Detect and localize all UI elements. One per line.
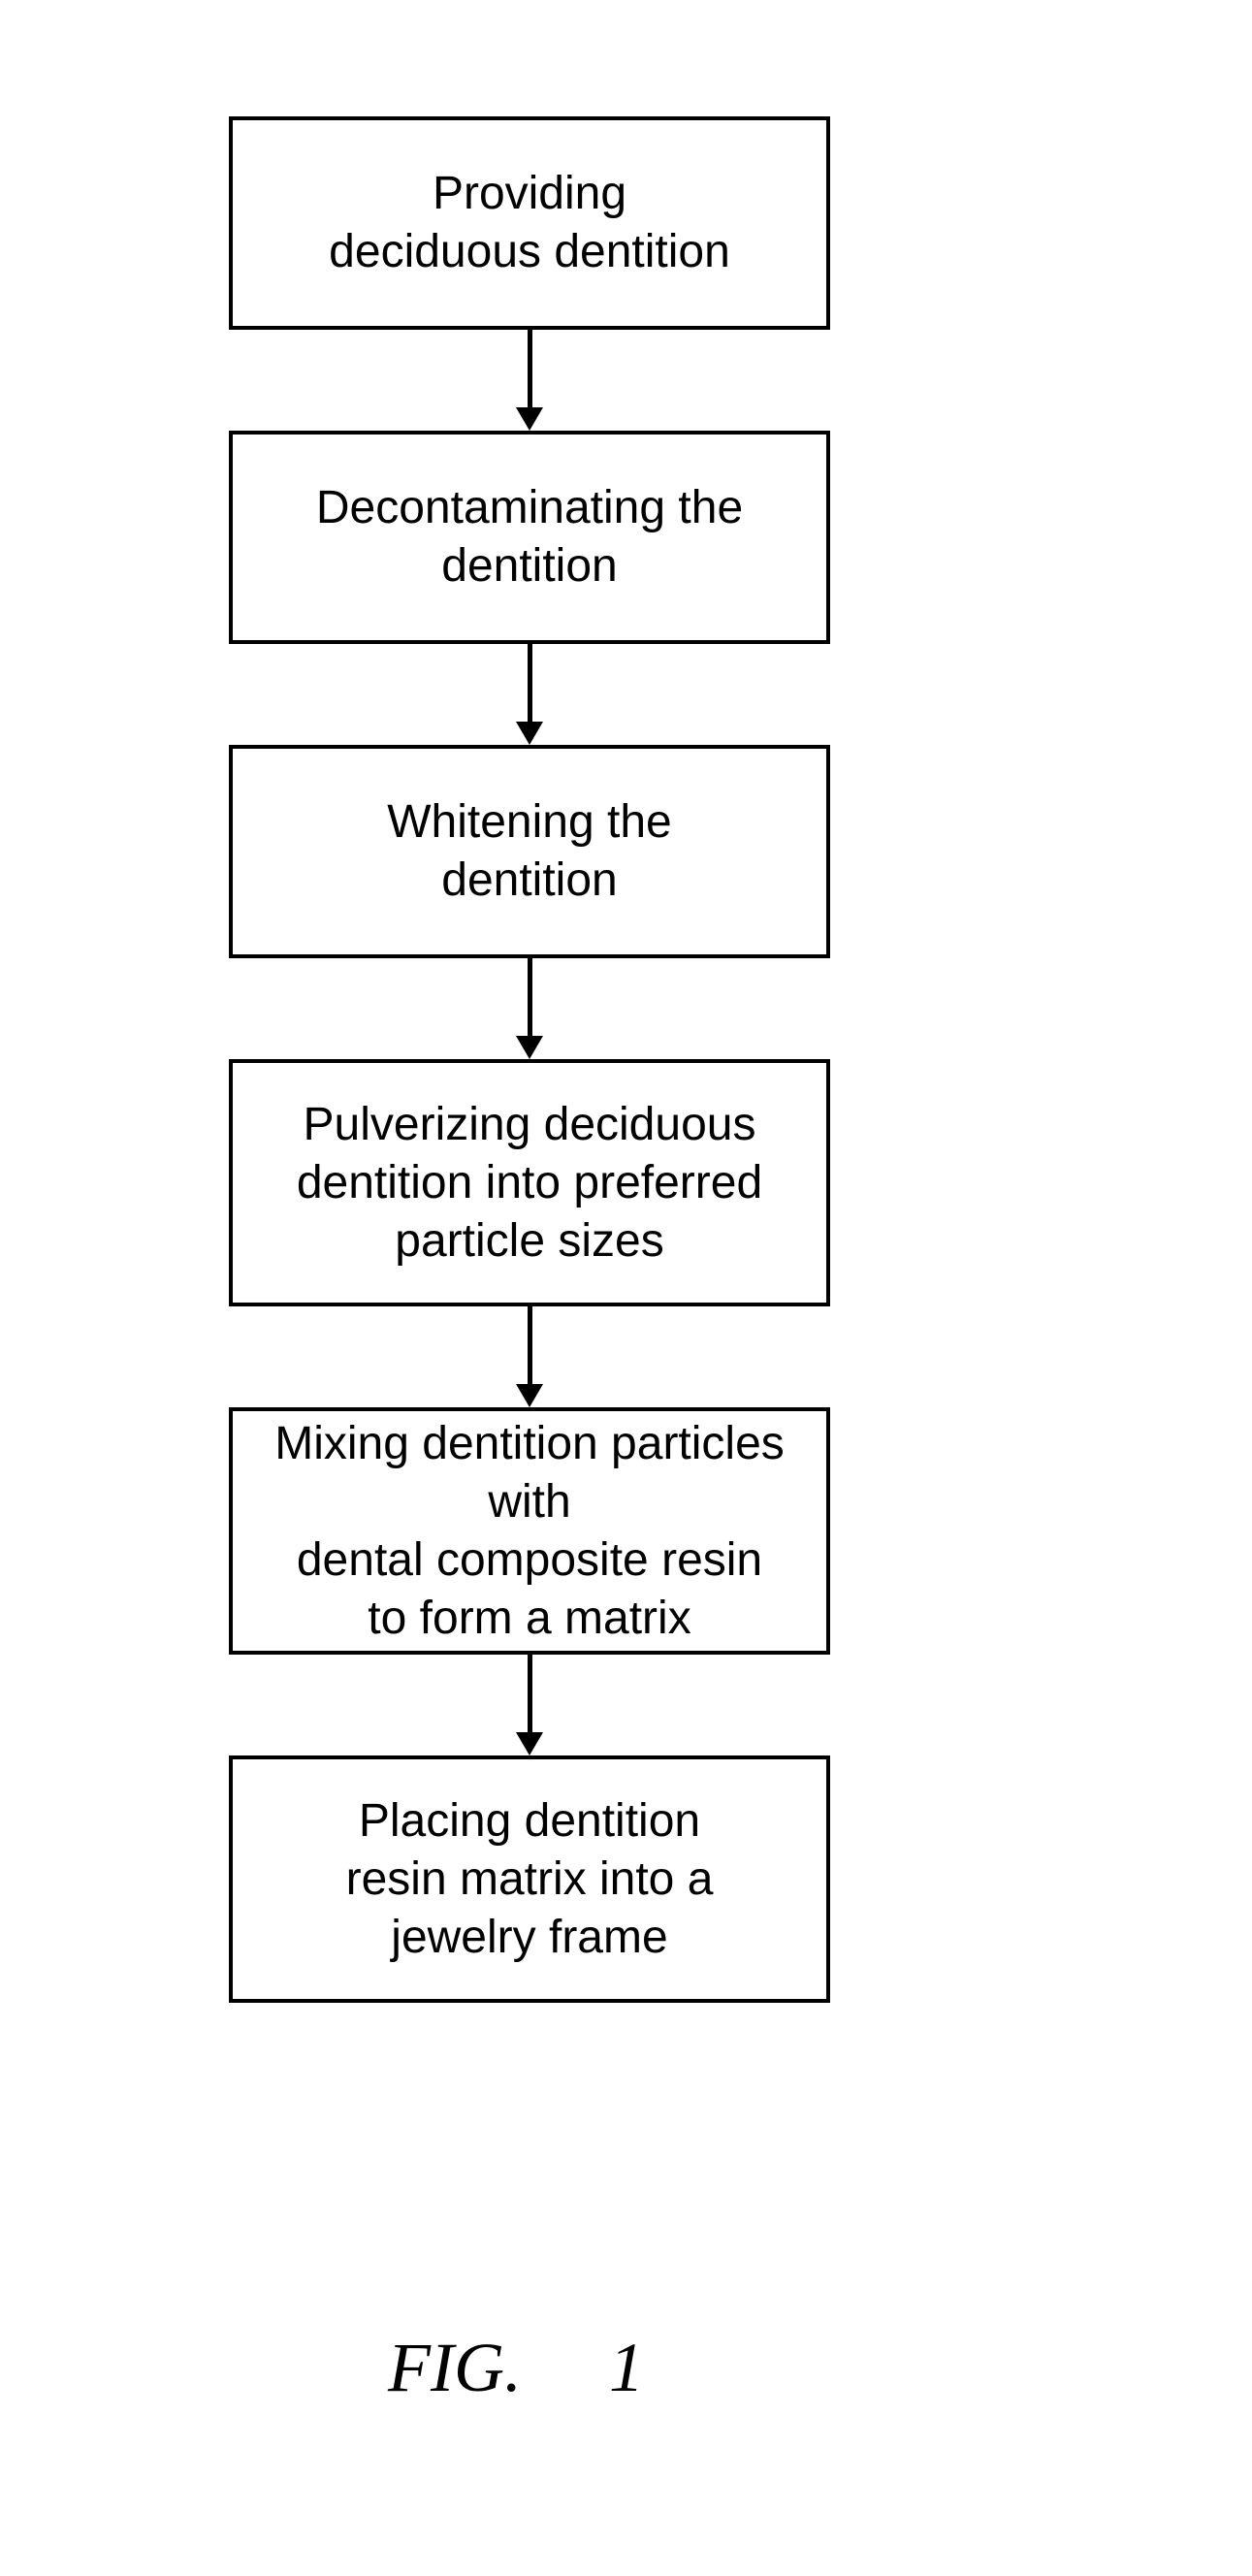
arrow-line <box>528 1306 532 1384</box>
flow-step-1-text: Providingdeciduous dentition <box>329 165 730 281</box>
flow-step-2: Decontaminating thedentition <box>229 431 830 644</box>
arrow-line <box>528 958 532 1036</box>
figure-label-prefix: FIG. <box>388 2329 522 2406</box>
flow-arrow-4 <box>516 1306 543 1407</box>
flow-step-6: Placing dentitionresin matrix into ajewe… <box>229 1755 830 2003</box>
figure-label-spacer <box>539 2329 592 2406</box>
arrow-head <box>516 722 543 745</box>
flow-step-3-text: Whitening thedentition <box>387 793 672 910</box>
flow-step-2-text: Decontaminating thedentition <box>316 479 743 596</box>
figure-label-number: 1 <box>609 2329 644 2406</box>
arrow-head <box>516 407 543 431</box>
flow-step-6-text: Placing dentitionresin matrix into ajewe… <box>346 1792 714 1967</box>
arrow-line <box>528 330 532 407</box>
flow-step-4-text: Pulverizing deciduousdentition into pref… <box>297 1096 762 1271</box>
flow-arrow-3 <box>516 958 543 1059</box>
flow-arrow-2 <box>516 644 543 745</box>
flow-step-4: Pulverizing deciduousdentition into pref… <box>229 1059 830 1306</box>
flowchart-container: Providingdeciduous dentition Decontamina… <box>229 116 830 2003</box>
flow-step-5-text: Mixing dentition particles withdental co… <box>233 1415 826 1648</box>
arrow-head <box>516 1732 543 1755</box>
figure-label: FIG. 1 <box>388 2328 644 2408</box>
arrow-line <box>528 1655 532 1732</box>
arrow-line <box>528 644 532 722</box>
flow-step-1: Providingdeciduous dentition <box>229 116 830 330</box>
flow-step-5: Mixing dentition particles withdental co… <box>229 1407 830 1655</box>
arrow-head <box>516 1036 543 1059</box>
flow-arrow-5 <box>516 1655 543 1755</box>
flow-step-3: Whitening thedentition <box>229 745 830 958</box>
flow-arrow-1 <box>516 330 543 431</box>
arrow-head <box>516 1384 543 1407</box>
